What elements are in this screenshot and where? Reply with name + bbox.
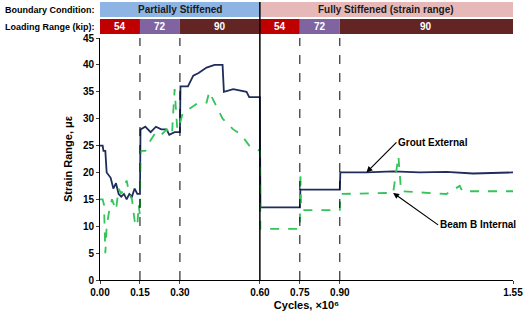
svg-text:0.75: 0.75 (290, 287, 310, 298)
svg-text:Cycles, ×10⁶: Cycles, ×10⁶ (274, 299, 339, 311)
svg-text:72: 72 (314, 21, 326, 32)
svg-text:0.15: 0.15 (130, 287, 150, 298)
svg-text:30: 30 (83, 113, 95, 124)
svg-text:40: 40 (83, 59, 95, 70)
svg-text:5: 5 (88, 248, 94, 259)
svg-text:54: 54 (274, 21, 286, 32)
svg-text:45: 45 (83, 33, 95, 44)
svg-text:15: 15 (83, 194, 95, 205)
svg-text:Loading Range (kip):: Loading Range (kip): (5, 22, 95, 32)
svg-text:20: 20 (83, 167, 95, 178)
svg-text:Strain Range, με: Strain Range, με (62, 115, 74, 202)
svg-text:0: 0 (88, 275, 94, 286)
svg-text:Grout External: Grout External (398, 137, 468, 148)
svg-text:0.60: 0.60 (250, 287, 270, 298)
svg-text:0.90: 0.90 (330, 287, 350, 298)
svg-text:90: 90 (420, 21, 432, 32)
svg-text:Beam B Internal: Beam B Internal (440, 219, 516, 230)
svg-text:25: 25 (83, 140, 95, 151)
svg-text:90: 90 (214, 21, 226, 32)
svg-text:Boundary Condition:: Boundary Condition: (5, 5, 95, 15)
svg-text:72: 72 (154, 21, 166, 32)
svg-text:0.00: 0.00 (90, 287, 110, 298)
svg-text:0.30: 0.30 (170, 287, 190, 298)
svg-text:54: 54 (114, 21, 126, 32)
svg-text:Partially Stiffened: Partially Stiffened (138, 4, 222, 15)
svg-text:Fully Stiffened (strain range): Fully Stiffened (strain range) (318, 4, 454, 15)
svg-text:1.55: 1.55 (503, 287, 523, 298)
svg-text:35: 35 (83, 86, 95, 97)
svg-text:10: 10 (83, 221, 95, 232)
